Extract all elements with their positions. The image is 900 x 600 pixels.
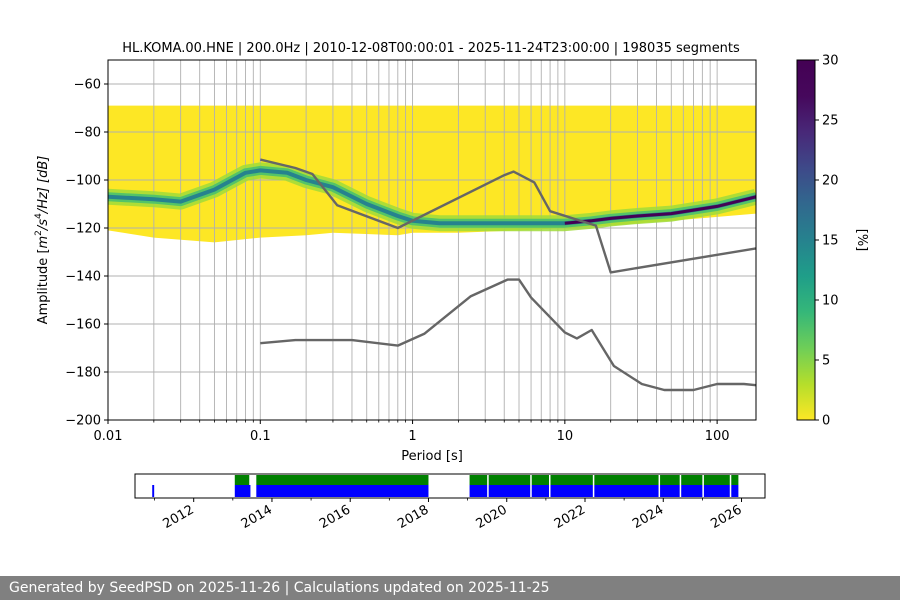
colorbar: 0 5 10 15 20 25 30 [%]: [796, 54, 869, 429]
colorbar-tick-label: 25: [822, 114, 839, 129]
y-axis-label-part: Amplitude [: [36, 248, 51, 324]
colorbar-tick-label: 0: [822, 414, 830, 429]
y-axis: −200 −180 −160 −140 −120 −100 −80 −60: [65, 78, 108, 429]
timeline-bars: [152, 475, 739, 497]
x-axis-label: Period [s]: [401, 449, 463, 464]
timeline-tick-label: 2020: [474, 502, 510, 532]
low-noise-model-curve: [260, 278, 756, 392]
y-axis-label: Amplitude [m2/s4/Hz] [dB]: [34, 156, 51, 325]
x-tick-label: 1: [408, 429, 416, 444]
availability-gap: [487, 475, 489, 497]
availability-bar-top: [469, 475, 739, 485]
colorbar-tick-label: 5: [822, 354, 830, 369]
x-tick-label: 0.1: [250, 429, 271, 444]
y-tick-label: −200: [65, 414, 101, 429]
colorbar-tick-label: 20: [822, 174, 839, 189]
mode-layer: [108, 162, 756, 232]
x-tick-label: 10: [557, 429, 574, 444]
colorbar-ticks: 0 5 10 15 20 25 30: [815, 54, 839, 429]
mode-band-peak: [564, 195, 756, 225]
colorbar-tick-label: 30: [822, 54, 839, 69]
y-axis-label-part: 4: [34, 213, 44, 219]
timeline-tick-label: 2016: [317, 502, 353, 532]
y-tick-label: −80: [74, 126, 101, 141]
availability-gap: [679, 475, 682, 497]
y-axis-label-part: m: [36, 236, 51, 249]
noise-model-curves: [260, 158, 756, 392]
availability-gap: [702, 475, 704, 497]
psd-plot-area: [107, 59, 757, 421]
plot-frame: [107, 59, 757, 421]
y-axis-label-part: 2: [34, 230, 44, 236]
availability-gap: [658, 475, 661, 497]
high-noise-model-curve: [260, 158, 756, 274]
colorbar-tick-label: 15: [822, 234, 839, 249]
availability-gap: [549, 475, 551, 497]
y-tick-label: −100: [65, 174, 101, 189]
colorbar-tick-label: 10: [822, 294, 839, 309]
y-tick-label: −120: [65, 222, 101, 237]
timeline-tick-label: 2014: [239, 502, 275, 532]
data-availability-timeline: 2012 2014 2016 2018 2020 2022 2024 2026: [134, 473, 766, 532]
y-axis-label-part: /s: [36, 219, 51, 231]
timeline-axis: 2012 2014 2016 2018 2020 2022 2024 2026: [154, 498, 745, 532]
availability-gap: [592, 475, 595, 497]
colorbar-scale: [796, 59, 816, 421]
footer-bar: Generated by SeedPSD on 2025-11-26 | Cal…: [0, 576, 900, 600]
timeline-frame: [134, 473, 766, 499]
colorbar-label: [%]: [854, 229, 869, 252]
y-tick-label: −160: [65, 318, 101, 333]
availability-gap: [729, 475, 732, 497]
x-tick-label: 100: [705, 429, 730, 444]
y-tick-label: −60: [74, 78, 101, 93]
timeline-tick-label: 2018: [395, 502, 431, 532]
availability-bar-bottom: [469, 485, 739, 497]
y-axis-label-part: /Hz] [dB]: [36, 156, 51, 215]
y-tick-label: −140: [65, 270, 101, 285]
x-tick-label: 0.01: [94, 429, 123, 444]
availability-bar-top: [234, 475, 250, 485]
availability-bar-bottom: [234, 485, 251, 497]
x-axis: 0.01 0.1 1 10 100: [94, 420, 730, 444]
chart-title: HL.KOMA.00.HNE | 200.0Hz | 2010-12-08T00…: [122, 41, 740, 56]
availability-gap: [530, 475, 532, 497]
availability-bar-bottom: [256, 485, 429, 497]
timeline-tick-label: 2024: [630, 502, 666, 532]
timeline-tick-label: 2026: [708, 502, 744, 532]
y-tick-label: −180: [65, 366, 101, 381]
density-envelope: [108, 105, 756, 243]
timeline-tick-label: 2022: [552, 502, 588, 532]
availability-bar-bottom: [152, 485, 155, 497]
density-layer: [108, 105, 756, 243]
timeline-tick-label: 2012: [161, 502, 197, 532]
availability-bar-top: [256, 475, 429, 485]
